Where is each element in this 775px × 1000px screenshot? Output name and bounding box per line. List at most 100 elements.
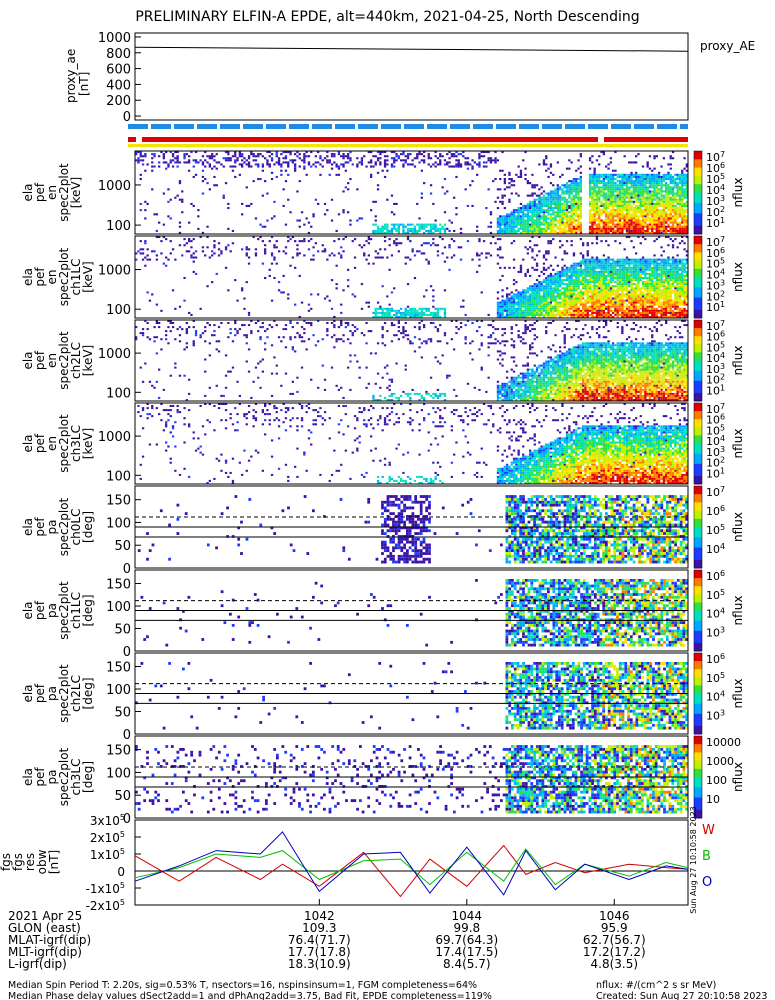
spectrogram-pixel — [194, 161, 198, 164]
spectrogram-pixel — [579, 211, 582, 214]
spectrogram-pixel — [612, 264, 615, 267]
spectrogram-pixel — [607, 198, 610, 201]
spectrogram-pixel — [577, 200, 580, 203]
colorbar-segment — [694, 194, 702, 198]
spectrogram-pixel — [453, 240, 456, 243]
spectrogram-pixel — [545, 223, 548, 226]
spectrogram-pixel — [533, 289, 536, 292]
spectrogram-pixel — [570, 211, 573, 214]
spectrogram-pixel — [600, 289, 603, 292]
spectrogram-pixel — [678, 223, 682, 226]
spectrogram-pixel — [565, 209, 569, 212]
spectrogram-pixel — [660, 200, 663, 203]
spectrogram-pixel — [280, 169, 283, 172]
spectrogram-pixel — [625, 307, 629, 310]
spectrogram-pixel — [446, 227, 449, 230]
spectrogram-pixel — [561, 209, 564, 212]
spectrogram-pixel — [501, 231, 504, 234]
spectrogram-pixel — [561, 227, 564, 230]
spectrogram-pixel — [575, 313, 578, 316]
spectrogram-pixel — [625, 229, 629, 232]
spectrogram-pixel — [515, 231, 518, 234]
spectrogram-pixel — [413, 277, 417, 280]
spectrogram-pixel — [429, 165, 433, 168]
spectrogram-pixel — [471, 258, 474, 261]
spectrogram-pixel — [374, 200, 377, 203]
spectrogram-pixel — [644, 285, 647, 288]
spectrogram-pixel — [224, 157, 228, 160]
spectrogram-pixel — [591, 207, 594, 210]
spectrogram-pixel — [665, 262, 668, 265]
spectrogram-pixel — [591, 221, 594, 224]
spectrogram-pixel — [499, 311, 502, 314]
spectrogram-pixel — [602, 283, 605, 286]
spectrogram-pixel — [575, 223, 578, 226]
spectrogram-pixel — [524, 309, 527, 312]
spectrogram-pixel — [427, 260, 430, 263]
spectrogram-pixel — [197, 227, 200, 230]
spectrogram-pixel — [457, 161, 460, 164]
spectrogram-pixel — [381, 169, 384, 172]
spectrogram-pixel — [570, 299, 573, 302]
spectrogram-pixel — [552, 305, 555, 308]
spectrogram-pixel — [522, 291, 525, 294]
spectrogram-pixel — [584, 268, 587, 271]
spectrogram-pixel — [227, 151, 230, 154]
spectrogram-pixel — [598, 307, 601, 310]
spectrogram-pixel — [644, 190, 647, 193]
spectrogram-pixel — [653, 281, 656, 284]
spectrogram-pixel — [595, 178, 599, 181]
spectrogram-pixel — [349, 151, 352, 154]
spectrogram-pixel — [181, 211, 184, 214]
spectrogram-pixel — [370, 173, 373, 176]
status-bar-blue-segment — [519, 124, 539, 129]
spectrogram-pixel — [651, 297, 654, 300]
spectrogram-pixel — [434, 311, 437, 314]
spectrogram-pixel — [561, 291, 564, 294]
spectrogram-pixel — [651, 231, 654, 234]
spectrogram-pixel — [319, 163, 322, 166]
spectrogram-pixel — [616, 211, 619, 214]
spectrogram-pixel — [211, 281, 214, 284]
spectrogram-pixel — [303, 223, 306, 226]
spectrogram-pixel — [591, 217, 594, 220]
spectrogram-pixel — [549, 229, 553, 232]
spectrogram-pixel — [506, 221, 509, 224]
spectrogram-pixel — [330, 167, 334, 170]
spectrogram-pixel — [563, 279, 566, 282]
spectrogram-pixel — [660, 313, 663, 316]
spectrogram-pixel — [321, 250, 324, 253]
spectrogram-pixel — [185, 242, 188, 245]
spectrogram-pixel — [561, 305, 564, 308]
spectrogram-pixel — [683, 215, 686, 218]
spectrogram-pixel — [579, 188, 582, 191]
spectrogram-pixel — [206, 285, 209, 288]
status-bar-blue-segment — [174, 124, 194, 129]
spectrogram-pixel — [342, 250, 345, 253]
spectrogram-pixel — [512, 301, 516, 304]
spectrogram-pixel — [588, 264, 592, 267]
spectrogram-pixel — [409, 311, 412, 314]
spectrogram-pixel — [538, 291, 541, 294]
spectrogram-pixel — [681, 213, 684, 216]
spectrogram-pixel — [623, 196, 626, 199]
proxy-ae-ytick-label: 400 — [106, 78, 131, 93]
spectrogram-pixel — [607, 196, 610, 199]
spectrogram-pixel — [667, 209, 670, 212]
spectrogram-pixel — [439, 155, 442, 158]
spectrogram-pixel — [572, 217, 576, 220]
spectrogram-pixel — [579, 260, 582, 263]
spectrogram-pixel — [494, 200, 497, 203]
spectrogram-pixel — [577, 283, 580, 286]
spectrogram-pixel — [658, 211, 661, 214]
spectrogram-pixel — [446, 163, 449, 166]
spectrogram-pixel — [637, 272, 640, 275]
spectrogram-pixel — [674, 207, 677, 210]
spectrogram-pixel — [423, 231, 426, 234]
spectrogram-pixel — [545, 293, 548, 296]
spectrogram-pixel — [570, 219, 573, 222]
spectrogram-pixel — [665, 200, 668, 203]
spectrogram-pixel — [630, 184, 633, 187]
spectrogram-pixel — [547, 211, 550, 214]
spectrogram-pixel — [660, 260, 663, 263]
